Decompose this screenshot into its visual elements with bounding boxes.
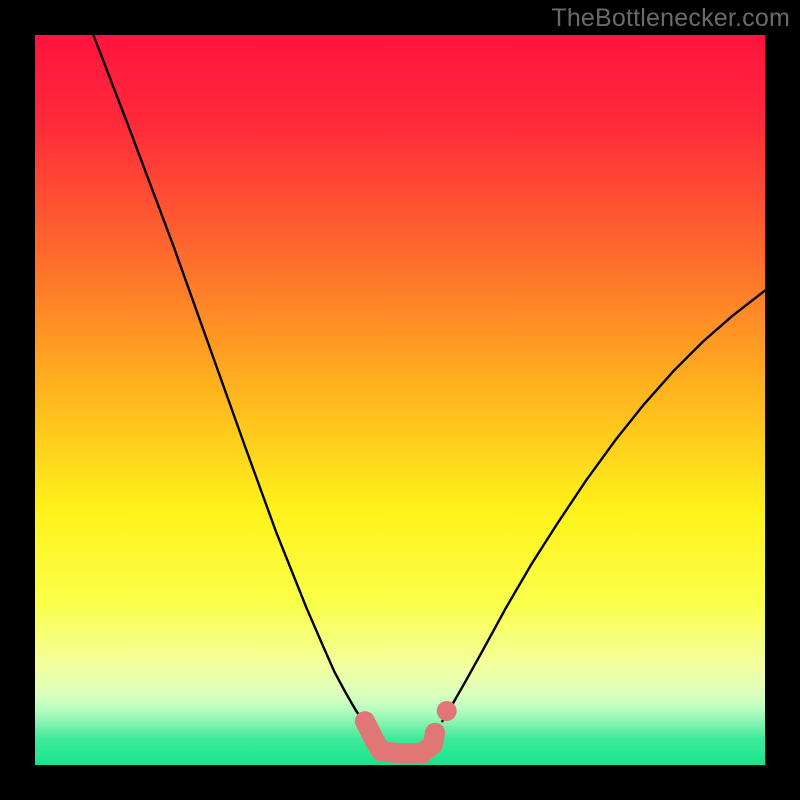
- watermark-text: TheBottlenecker.com: [551, 4, 790, 33]
- chart-stage: TheBottlenecker.com: [0, 0, 800, 800]
- bottleneck-curve-chart: [0, 0, 800, 800]
